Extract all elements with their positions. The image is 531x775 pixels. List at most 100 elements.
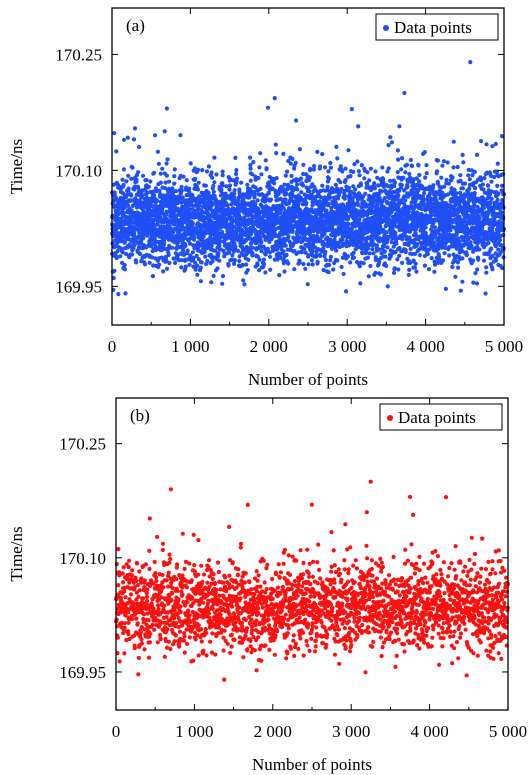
data-point-a	[357, 173, 362, 178]
data-point-a	[163, 255, 169, 260]
data-point-a	[268, 254, 273, 259]
data-point-a	[196, 180, 201, 185]
data-point-a	[187, 207, 192, 212]
data-point-a	[155, 198, 160, 203]
data-point-a	[400, 260, 405, 265]
data-point-a	[235, 248, 241, 253]
data-point-a	[403, 249, 408, 255]
data-point-a	[473, 271, 478, 276]
data-point-a	[137, 251, 143, 257]
data-point-a	[399, 167, 404, 172]
data-point-a	[184, 193, 189, 198]
data-point-a	[150, 255, 155, 260]
data-point-a	[331, 267, 336, 272]
data-point-a	[259, 240, 264, 245]
data-point-a	[173, 189, 179, 194]
data-point-a	[345, 254, 350, 259]
data-point-a	[480, 226, 485, 231]
data-point-a	[397, 253, 402, 258]
data-point-a	[386, 166, 391, 171]
data-point-a	[432, 225, 437, 230]
data-point-a	[170, 245, 175, 250]
data-point-a	[187, 190, 192, 195]
data-point-a	[473, 186, 478, 191]
data-point-a	[136, 170, 141, 175]
data-point-a	[172, 174, 177, 179]
data-point-a	[357, 217, 362, 222]
data-point-a	[120, 250, 125, 255]
data-point-a	[181, 225, 186, 231]
data-point-a	[294, 118, 299, 123]
data-point-a	[300, 183, 305, 188]
data-point-a	[283, 191, 289, 196]
data-point-a	[417, 179, 422, 184]
data-point-a	[451, 139, 456, 144]
data-point-a	[115, 249, 120, 254]
data-point-a	[477, 247, 482, 252]
data-point-a	[328, 254, 333, 259]
data-point-a	[405, 184, 410, 189]
data-point-a	[443, 286, 448, 291]
data-point-a	[486, 183, 491, 188]
data-point-a	[374, 243, 380, 248]
data-point-a	[385, 284, 390, 289]
data-point-a	[157, 188, 162, 193]
data-point-a	[114, 149, 119, 154]
data-point-a	[118, 254, 123, 259]
data-point-a	[196, 167, 201, 172]
data-point-a	[250, 245, 255, 250]
data-point-a	[195, 187, 201, 192]
data-point-a	[183, 264, 188, 269]
data-point-a	[388, 135, 393, 140]
data-point-a	[172, 167, 177, 172]
data-point-a	[234, 176, 239, 181]
data-point-a	[227, 250, 232, 255]
data-point-a	[116, 212, 121, 217]
data-point-a	[170, 192, 175, 197]
data-point-a	[462, 181, 468, 186]
data-point-a	[315, 259, 320, 264]
data-point-a	[173, 260, 178, 265]
data-point-a	[318, 253, 323, 258]
data-point-a	[156, 161, 161, 166]
data-point-a	[343, 289, 349, 294]
data-point-a	[217, 258, 222, 263]
data-point-a	[166, 179, 172, 184]
data-point-a	[241, 278, 246, 283]
data-point-a	[401, 175, 406, 180]
data-point-a	[239, 180, 244, 185]
data-point-a	[495, 197, 500, 203]
data-point-a	[190, 250, 196, 255]
data-point-a	[253, 201, 258, 206]
data-point-a	[237, 187, 242, 192]
data-point-a	[147, 260, 152, 265]
data-point-a	[187, 241, 193, 246]
data-point-a	[348, 174, 353, 179]
data-point-a	[474, 281, 479, 286]
data-point-a	[382, 249, 387, 254]
data-point-a	[191, 235, 197, 240]
data-point-a	[172, 181, 177, 186]
data-point-a	[341, 271, 346, 277]
data-point-a	[372, 181, 377, 186]
data-point-a	[161, 269, 166, 274]
data-point-a	[395, 148, 400, 153]
data-point-a	[412, 265, 417, 270]
data-point-a	[203, 254, 208, 259]
data-point-a	[346, 148, 351, 153]
data-point-a	[365, 255, 370, 260]
data-point-a	[195, 263, 200, 268]
data-point-a	[373, 270, 378, 275]
data-point-a	[167, 260, 172, 266]
data-point-a	[288, 161, 293, 166]
data-point-a	[327, 262, 332, 268]
data-point-a	[501, 233, 506, 238]
data-point-a	[131, 137, 137, 142]
data-point-a	[141, 236, 146, 241]
data-point-a	[164, 258, 169, 263]
data-point-a	[195, 272, 200, 277]
data-point-a	[484, 270, 489, 275]
data-point-a	[187, 262, 192, 267]
data-point-a	[158, 180, 163, 185]
